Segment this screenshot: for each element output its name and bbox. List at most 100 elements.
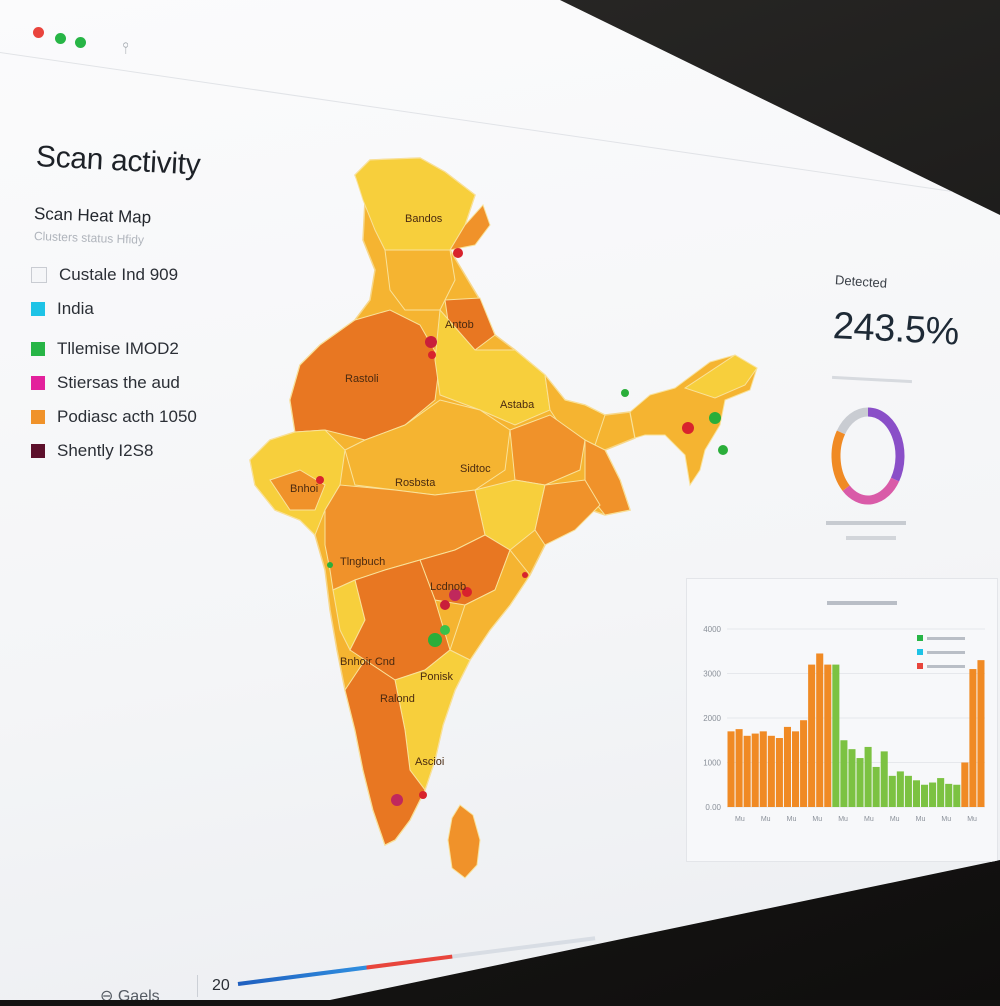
bar[interactable] — [783, 726, 791, 807]
map-region[interactable] — [544, 373, 606, 446]
bar[interactable] — [767, 735, 775, 807]
x-tick-label: Mu — [864, 816, 874, 823]
x-tick-label: Mu — [787, 816, 797, 823]
map-label: Bandos — [405, 213, 443, 225]
hotspot-marker[interactable] — [453, 248, 463, 258]
hotspot-marker[interactable] — [621, 389, 629, 397]
footer-control-label: Gaels — [117, 988, 160, 1005]
bar[interactable] — [912, 780, 920, 807]
chart-legend-swatch — [917, 635, 923, 641]
donut-segment[interactable] — [842, 477, 900, 505]
legend-swatch — [31, 376, 45, 390]
map-region[interactable] — [447, 804, 481, 879]
bar[interactable] — [832, 664, 840, 807]
donut-caption — [846, 536, 896, 540]
map-region[interactable] — [449, 549, 531, 661]
bar[interactable] — [800, 720, 808, 807]
footer-control[interactable]: ⊖ Gaels — [100, 988, 160, 1005]
x-tick-label: Mu — [812, 816, 822, 823]
legend-item[interactable]: Shently I2S8 — [31, 434, 241, 468]
hotspot-marker[interactable] — [449, 589, 461, 601]
donut-segment[interactable] — [836, 407, 869, 435]
map-region[interactable] — [434, 308, 551, 426]
bar[interactable] — [808, 664, 816, 807]
bar[interactable] — [848, 749, 856, 807]
hotspot-marker[interactable] — [428, 351, 436, 359]
close-window-button[interactable] — [33, 27, 44, 38]
legend-item[interactable]: Custale Ind 909 — [31, 258, 241, 292]
bar[interactable] — [824, 664, 832, 807]
legend-swatch — [31, 342, 45, 356]
bar[interactable] — [840, 740, 848, 807]
legend-item[interactable]: India — [31, 292, 241, 326]
maximize-window-button[interactable] — [75, 37, 86, 48]
hotspot-marker[interactable] — [462, 587, 472, 597]
bar[interactable] — [880, 751, 888, 807]
hotspot-marker[interactable] — [682, 422, 694, 434]
bar[interactable] — [961, 762, 969, 808]
hotspot-marker[interactable] — [327, 562, 333, 568]
hotspot-marker[interactable] — [391, 794, 403, 806]
map-label: Ascioi — [415, 756, 444, 768]
map-label: Lcdnob — [430, 581, 466, 593]
hotspot-marker[interactable] — [718, 445, 728, 455]
bar[interactable] — [977, 660, 985, 807]
bar[interactable] — [751, 733, 759, 807]
hotspot-marker[interactable] — [316, 476, 324, 484]
hotspot-marker[interactable] — [709, 412, 721, 424]
bar-chart-panel: 0.00 1000 2000 3000 4000 Mu Mu Mu Mu Mu Mu Mu Mu Mu Mu — [686, 578, 998, 862]
bar[interactable] — [759, 731, 767, 807]
hotspots — [316, 248, 728, 806]
map-label: Bnhoir Cnd — [340, 656, 395, 668]
legend-item[interactable]: Tllemise IMOD2 — [31, 332, 241, 366]
map-region[interactable] — [269, 469, 326, 511]
map-label: Ponisk — [420, 671, 454, 683]
bar[interactable] — [872, 766, 880, 807]
donut-segment[interactable] — [867, 407, 905, 482]
bar[interactable] — [743, 735, 751, 807]
bar[interactable] — [896, 771, 904, 807]
pin-icon[interactable]: ⫯ — [122, 40, 129, 57]
bar[interactable] — [864, 746, 872, 807]
bar[interactable] — [953, 784, 961, 807]
minimize-window-button[interactable] — [55, 33, 66, 44]
bar[interactable] — [921, 784, 929, 807]
bar[interactable] — [945, 783, 953, 807]
hotspot-marker[interactable] — [440, 625, 450, 635]
legend-item[interactable]: Podiasc acth 1050 — [31, 400, 241, 434]
map-region[interactable] — [448, 204, 491, 251]
bar[interactable] — [904, 775, 912, 807]
bar[interactable] — [888, 775, 896, 807]
bar[interactable] — [727, 731, 735, 807]
stat-label: Detected — [834, 272, 888, 291]
hotspot-marker[interactable] — [425, 336, 437, 348]
heatmap-subtitle: Clusters status Hfidy — [33, 229, 145, 247]
bar[interactable] — [735, 729, 743, 807]
x-tick-label: Mu — [838, 816, 848, 823]
bar[interactable] — [856, 758, 864, 807]
heatmap-legend: Custale Ind 909 India Tllemise IMOD2 Sti… — [31, 258, 241, 468]
x-tick-label: Mu — [761, 816, 771, 823]
stat-divider — [831, 375, 913, 384]
hotspot-marker[interactable] — [522, 572, 528, 578]
hotspot-marker[interactable] — [419, 791, 427, 799]
india-heatmap[interactable]: Bandos Rastoli Antob Astaba Rosbsta Sidt… — [245, 150, 775, 890]
hotspot-marker[interactable] — [440, 600, 450, 610]
map-region[interactable] — [683, 354, 758, 399]
donut-segment[interactable] — [831, 430, 850, 491]
footer-divider — [197, 975, 198, 997]
bar-chart[interactable]: 0.00 1000 2000 3000 4000 Mu Mu Mu Mu Mu Mu Mu Mu Mu Mu — [687, 579, 997, 861]
legend-item[interactable]: Stiersas the aud — [31, 366, 241, 400]
bar[interactable] — [929, 782, 937, 807]
bar[interactable] — [792, 731, 800, 807]
x-tick-label: Mu — [735, 816, 745, 823]
map-region[interactable] — [344, 659, 426, 846]
stat-donut-chart[interactable] — [826, 398, 910, 514]
bar[interactable] — [816, 653, 824, 807]
bar[interactable] — [937, 778, 945, 807]
bar[interactable] — [775, 738, 783, 807]
bar[interactable] — [969, 669, 977, 807]
map-region[interactable] — [534, 479, 601, 546]
hotspot-marker[interactable] — [428, 633, 442, 647]
